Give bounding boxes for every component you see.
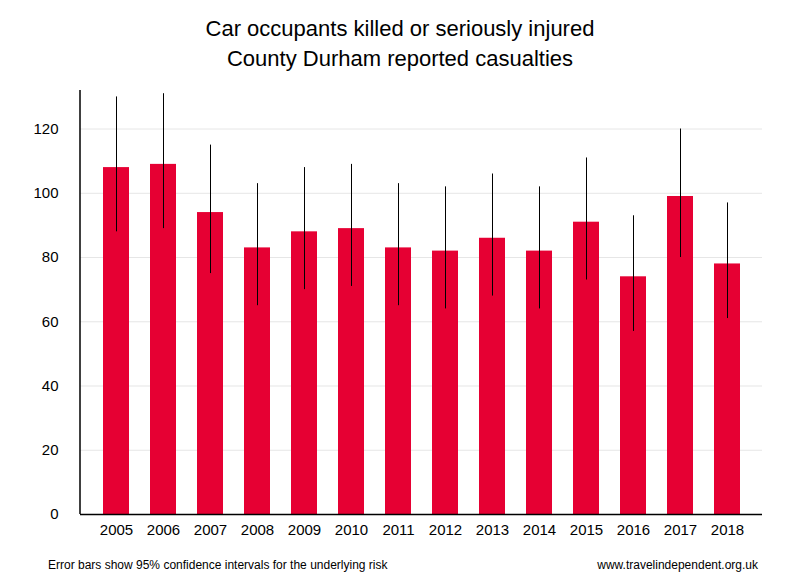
svg-text:60: 60 xyxy=(42,313,59,330)
html-text:www.travelindependent.org.uk: www.travelindependent.org.uk xyxy=(597,558,758,572)
svg-text:2009: 2009 xyxy=(288,521,321,538)
svg-text:80: 80 xyxy=(42,248,59,265)
svg-text:0: 0 xyxy=(50,505,58,522)
html-text:County Durham reported casualt: County Durham reported casualties xyxy=(227,46,573,71)
svg-text:2008: 2008 xyxy=(241,521,274,538)
html-text:Car occupants killed or seriou: Car occupants killed or seriously injure… xyxy=(205,16,595,41)
svg-text:2011: 2011 xyxy=(382,521,414,538)
html-text:Error bars show 95% confidence: Error bars show 95% confidence intervals… xyxy=(48,558,388,572)
svg-text:2016: 2016 xyxy=(617,521,650,538)
svg-text:2015: 2015 xyxy=(570,521,603,538)
svg-text:2005: 2005 xyxy=(100,521,133,538)
svg-text:2014: 2014 xyxy=(523,521,556,538)
svg-text:2012: 2012 xyxy=(429,521,462,538)
svg-text:2006: 2006 xyxy=(147,521,180,538)
svg-text:2013: 2013 xyxy=(476,521,509,538)
svg-text:2007: 2007 xyxy=(194,521,227,538)
svg-text:100: 100 xyxy=(33,184,58,201)
svg-text:2017: 2017 xyxy=(664,521,697,538)
svg-text:120: 120 xyxy=(33,120,58,137)
svg-text:40: 40 xyxy=(42,377,59,394)
svg-text:20: 20 xyxy=(42,441,59,458)
svg-text:2010: 2010 xyxy=(335,521,368,538)
svg-text:2018: 2018 xyxy=(711,521,744,538)
